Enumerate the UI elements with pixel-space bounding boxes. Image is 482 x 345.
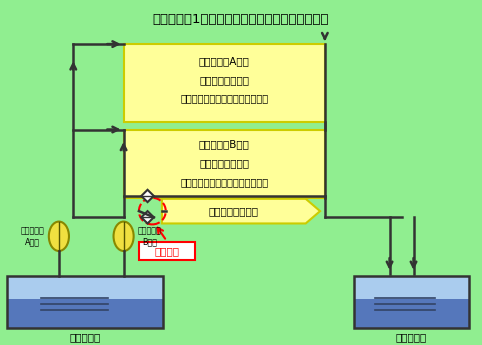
- Polygon shape: [141, 211, 154, 224]
- Text: 海水ポンプ
B系統: 海水ポンプ B系統: [138, 226, 162, 247]
- Text: 放水ビット: 放水ビット: [396, 332, 427, 342]
- Ellipse shape: [114, 221, 134, 251]
- FancyBboxPatch shape: [354, 276, 469, 328]
- Text: （非常用ディーゼル発電機　等）: （非常用ディーゼル発電機 等）: [180, 177, 268, 187]
- Text: 原子炉補機冷却器: 原子炉補機冷却器: [199, 75, 249, 85]
- Text: １次系補機A系統: １次系補機A系統: [199, 56, 250, 66]
- Text: 取水ビット: 取水ビット: [69, 332, 101, 342]
- Polygon shape: [162, 199, 320, 224]
- FancyBboxPatch shape: [7, 299, 163, 328]
- Text: ２次系補機冷却用: ２次系補機冷却用: [209, 206, 259, 216]
- FancyBboxPatch shape: [123, 44, 325, 122]
- Text: 原子炉補機冷却器: 原子炉補機冷却器: [199, 158, 249, 168]
- Text: 当該箇所: 当該箇所: [154, 246, 179, 256]
- Text: （非常用ディーゼル発電機　等）: （非常用ディーゼル発電機 等）: [180, 93, 268, 104]
- FancyBboxPatch shape: [7, 276, 163, 328]
- Text: １次系補機B系統: １次系補機B系統: [199, 139, 250, 149]
- FancyBboxPatch shape: [139, 242, 195, 260]
- FancyBboxPatch shape: [354, 299, 469, 328]
- FancyBboxPatch shape: [123, 129, 325, 198]
- Text: 海水ポンプ
A系統: 海水ポンプ A系統: [21, 226, 44, 247]
- Ellipse shape: [49, 221, 69, 251]
- Polygon shape: [141, 190, 154, 202]
- Text: 伊方発電所1号機　海水ポンプまわり系統概略図: 伊方発電所1号機 海水ポンプまわり系統概略図: [153, 13, 329, 26]
